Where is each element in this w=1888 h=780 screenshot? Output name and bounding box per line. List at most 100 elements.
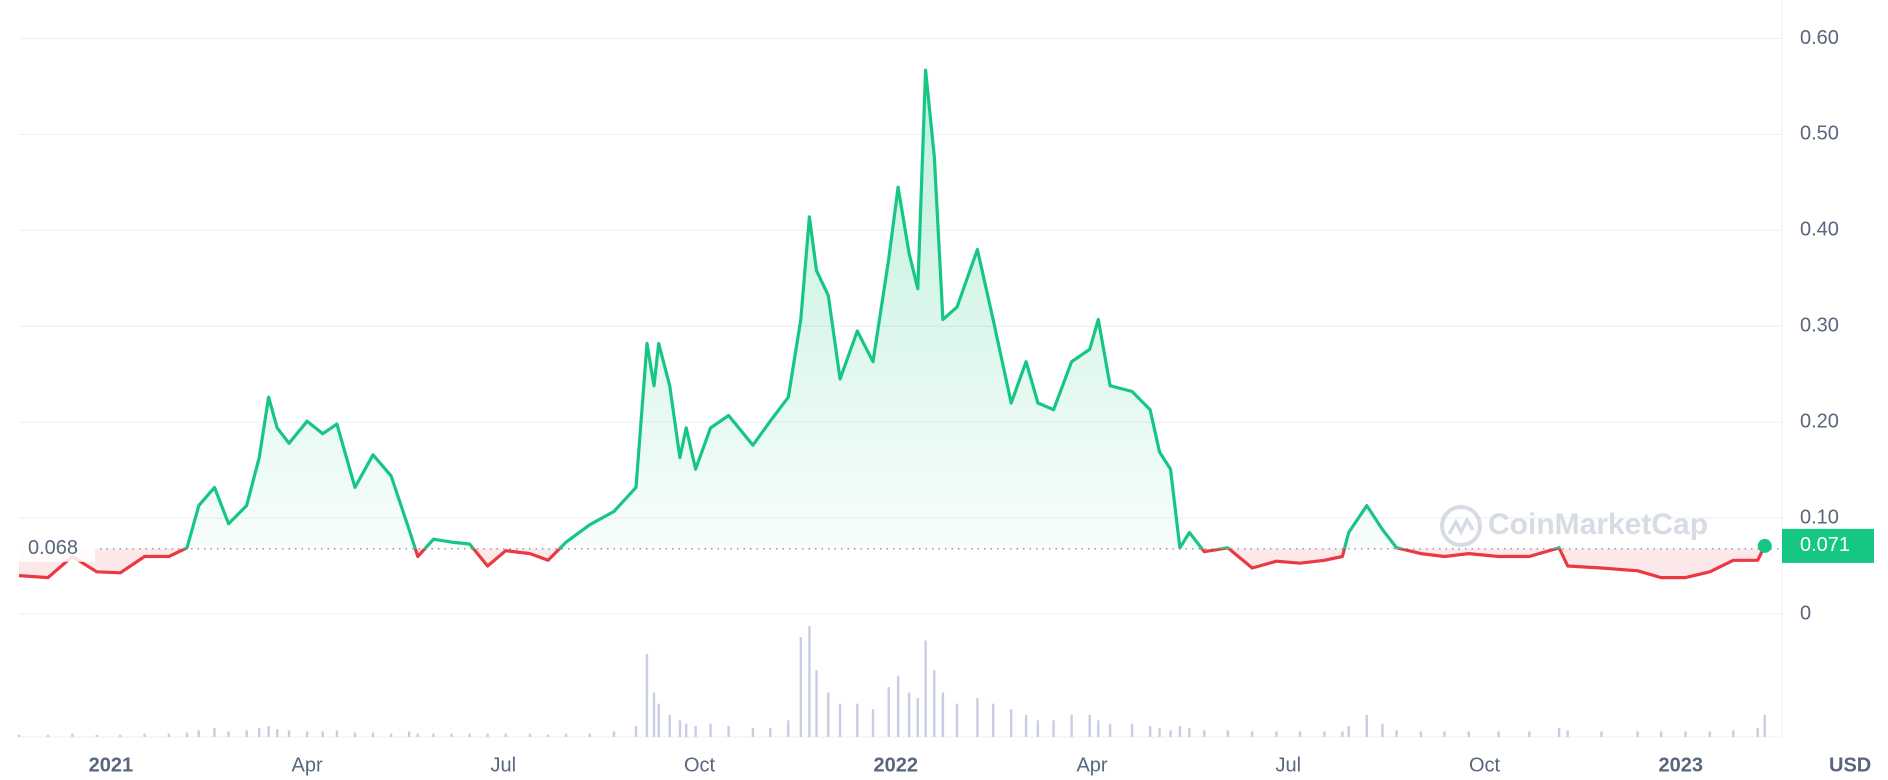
volume-bar	[1178, 725, 1182, 737]
reference-label: 0.068	[28, 537, 78, 559]
volume-bar	[371, 732, 375, 737]
volume-bar	[751, 728, 755, 737]
y-tick-label: 0.50	[1800, 123, 1839, 145]
currency-label: USD	[1829, 754, 1871, 776]
volume-bar	[787, 720, 790, 737]
y-tick-label: 0.40	[1800, 219, 1839, 241]
volume-bar	[871, 709, 875, 737]
volume-bar	[727, 725, 730, 737]
watermark-logo	[1440, 505, 1482, 547]
volume-bar	[838, 703, 842, 737]
volume-bar	[1659, 731, 1663, 737]
volume-bar	[907, 692, 911, 737]
volume-bar	[799, 637, 803, 737]
x-tick-label: 2023	[1658, 754, 1703, 776]
volume-bar	[887, 687, 890, 737]
volume-bar	[685, 723, 688, 737]
watermark-logo-wave	[1447, 516, 1475, 536]
volume-bar	[634, 725, 638, 737]
volume-bar	[287, 730, 291, 737]
volume-bar	[1052, 720, 1055, 737]
volume-bar	[896, 675, 900, 737]
volume-bar	[432, 733, 435, 737]
volume-bar	[768, 728, 772, 737]
x-tick-label: Apr	[1076, 754, 1107, 776]
volume-bar	[1188, 728, 1191, 737]
volume-bar	[267, 725, 270, 737]
volume-bar	[1250, 731, 1254, 737]
volume-bar	[17, 734, 21, 737]
y-tick-label: 0	[1800, 602, 1811, 624]
volume-bar	[143, 733, 146, 737]
volume-bar	[245, 730, 248, 737]
volume-bar	[504, 733, 507, 737]
volume-bar	[305, 731, 309, 737]
volume-bar	[1024, 714, 1028, 737]
volume-bar	[450, 733, 453, 737]
volume-bar	[1756, 728, 1759, 737]
volume-bar	[1036, 720, 1040, 737]
volume-bar	[645, 653, 649, 737]
last-point	[1757, 538, 1772, 553]
x-tick-label: Jul	[491, 754, 517, 776]
volume-bar	[933, 670, 936, 737]
volume-bar	[588, 733, 591, 737]
volume-bar	[856, 703, 859, 737]
volume-bar	[976, 698, 979, 737]
x-tick-label: Oct	[684, 754, 716, 776]
volume-bar	[694, 725, 697, 737]
y-tick-label: 0.60	[1800, 27, 1839, 49]
volume-bar	[1097, 720, 1100, 737]
volume-bar	[1108, 723, 1112, 737]
volume-bar	[941, 692, 945, 737]
volume-bar	[1148, 725, 1152, 737]
volume-bar	[1365, 714, 1368, 737]
volume-bar	[227, 731, 230, 737]
volume-bar	[668, 714, 671, 737]
volume-bar	[955, 703, 959, 737]
volume-bar	[1763, 714, 1766, 737]
x-tick-label: Apr	[292, 754, 323, 776]
area-up	[184, 70, 1765, 549]
volume-bar	[827, 692, 830, 737]
volume-bar	[486, 733, 489, 737]
x-tick-label: 2021	[89, 754, 134, 776]
volume-bar	[1395, 730, 1398, 737]
reference-label-bg	[19, 535, 95, 562]
volume-bar	[815, 670, 818, 737]
volume-bar	[546, 734, 550, 737]
volume-bar	[95, 734, 98, 737]
volume-bar	[468, 733, 471, 737]
volume-bar	[389, 733, 393, 737]
volume-bar	[71, 733, 74, 737]
volume-bar	[185, 732, 189, 737]
volume-bar	[652, 692, 656, 737]
volume-bar	[808, 626, 811, 737]
volume-bar	[353, 732, 357, 737]
area-down	[19, 548, 1765, 578]
volume-bar	[657, 703, 660, 737]
volume-bar	[1169, 730, 1172, 737]
volume-bar	[1708, 731, 1711, 737]
volume-bar	[1009, 709, 1013, 737]
volume-bar	[1298, 731, 1302, 737]
volume-bar	[213, 728, 216, 737]
volume-bar	[678, 720, 682, 737]
volume-bar	[416, 733, 419, 737]
volume-bar	[1557, 728, 1561, 737]
watermark: CoinMarketCap	[1440, 505, 1708, 547]
volume-bar	[335, 730, 339, 737]
price-line-up	[181, 68, 1767, 549]
volume-bar	[1226, 730, 1230, 737]
volume-bar	[924, 640, 927, 737]
volume-bar	[1203, 730, 1206, 737]
volume-bar	[1528, 731, 1531, 737]
volume-bar	[197, 730, 200, 737]
last-price-box	[1782, 528, 1874, 563]
volume-bar	[407, 731, 411, 737]
volume-bar	[564, 733, 568, 737]
volume-bar	[1684, 731, 1687, 737]
volume-bar	[1341, 731, 1344, 737]
volume-bar	[1443, 731, 1446, 737]
